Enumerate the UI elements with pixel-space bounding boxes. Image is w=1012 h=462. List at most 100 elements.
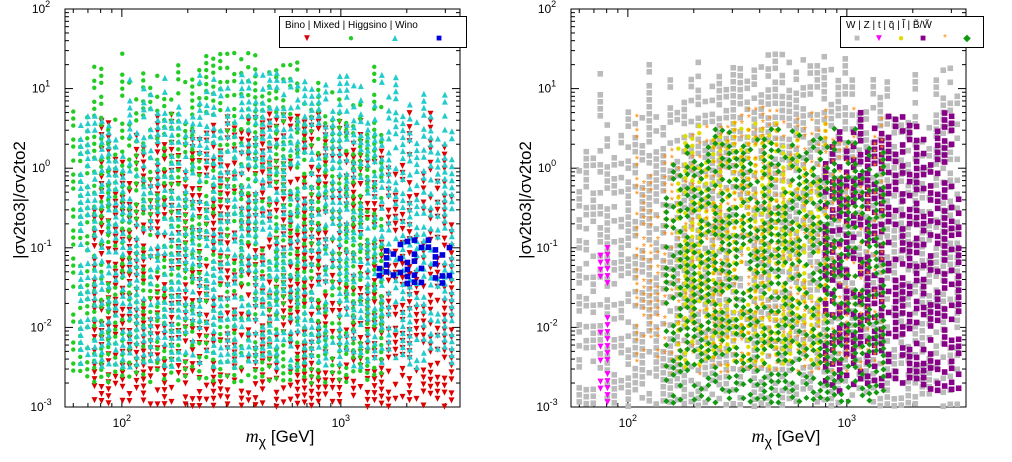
point-mixed [113, 321, 117, 325]
point-higgsino [414, 147, 420, 153]
point-bino [448, 369, 454, 375]
point-higgsino [442, 92, 448, 98]
point-w [583, 387, 589, 393]
point-bino [301, 392, 307, 398]
point-mixed [232, 191, 236, 195]
point-higgsino [393, 298, 399, 304]
point-higgsino [421, 133, 427, 139]
point-mixed [218, 80, 222, 84]
point-higgsino [337, 276, 343, 282]
point-higgsino [120, 153, 126, 159]
point-bino [315, 126, 321, 132]
point-w [723, 381, 729, 387]
point-bino [315, 399, 321, 405]
y-tick-label: 100 [32, 158, 50, 175]
point-bino [392, 207, 398, 213]
point-higgsino [428, 191, 434, 197]
point-w [576, 224, 582, 230]
point-mixed [281, 343, 285, 347]
point-bino [336, 399, 342, 405]
point-w [597, 148, 603, 154]
point-mixed [197, 243, 201, 247]
point-higgsino [386, 331, 392, 337]
point-w [625, 298, 631, 304]
point-higgsino [414, 119, 420, 125]
point-higgsino [274, 364, 280, 370]
legend-marker-3: ■ [417, 33, 461, 45]
point-higgsino [183, 195, 189, 201]
point-wino [412, 258, 418, 264]
point-mixed [365, 378, 369, 382]
point-mixed [232, 128, 236, 132]
point-mixed [106, 345, 110, 349]
point-mixed [197, 215, 201, 219]
point-higgsino [106, 269, 112, 275]
point-bino [161, 387, 167, 393]
point-mixed [253, 340, 257, 344]
point-bino [357, 265, 363, 271]
point-higgsino [337, 290, 343, 296]
point-higgsino [92, 120, 98, 126]
point-bino [231, 161, 237, 167]
point-bino [196, 396, 202, 402]
point-higgsino [393, 186, 399, 192]
point-higgsino [330, 255, 336, 261]
point-mixed [127, 290, 131, 294]
point-w [625, 354, 631, 360]
point-higgsino [400, 204, 406, 210]
point-higgsino [169, 230, 175, 236]
point-higgsino [267, 77, 273, 83]
point-higgsino [442, 225, 448, 231]
point-mixed [253, 375, 257, 379]
point-mixed [204, 341, 208, 345]
point-bino [434, 361, 440, 367]
point-higgsino [246, 182, 252, 188]
point-higgsino [414, 203, 420, 209]
point-higgsino [155, 180, 161, 186]
point-mixed [71, 172, 75, 176]
point-bino [329, 273, 335, 279]
point-mixed [155, 291, 159, 295]
point-bino [126, 391, 132, 397]
point-mixed [183, 129, 187, 133]
point-mixed [141, 246, 145, 250]
point-w [625, 179, 631, 185]
point-mixed [148, 233, 152, 237]
point-bino [315, 392, 321, 398]
point-w [625, 270, 631, 276]
point-mixed [155, 368, 159, 372]
point-w [765, 52, 771, 58]
point-bino [378, 149, 384, 155]
point-higgsino [148, 245, 154, 251]
point-mixed [316, 368, 320, 372]
point-w [779, 73, 785, 79]
point-w [653, 191, 659, 197]
point-bino [119, 384, 125, 390]
point-higgsino [400, 113, 406, 119]
point-mixed [323, 380, 327, 384]
point-bino [168, 315, 174, 321]
point-higgsino [246, 343, 252, 349]
point-higgsino [120, 188, 126, 194]
point-higgsino [435, 227, 441, 233]
point-higgsino [246, 259, 252, 265]
point-w [730, 72, 736, 78]
point-mixed [162, 377, 166, 381]
point-bino [406, 194, 412, 200]
point-mixed [372, 268, 376, 272]
point-mixed [120, 136, 124, 140]
point-mixed [288, 224, 292, 228]
point-higgsino [428, 226, 434, 232]
point-higgsino [239, 323, 245, 329]
point-higgsino [141, 190, 147, 196]
point-mixed [218, 332, 222, 336]
point-bino [420, 368, 426, 374]
point-w [611, 162, 617, 168]
point-mixed [134, 209, 138, 213]
point-w [625, 207, 631, 213]
point-w [625, 144, 631, 150]
point-wino [440, 273, 446, 279]
point-bino [203, 383, 209, 389]
point-higgsino [309, 324, 315, 330]
point-mixed [351, 222, 355, 226]
